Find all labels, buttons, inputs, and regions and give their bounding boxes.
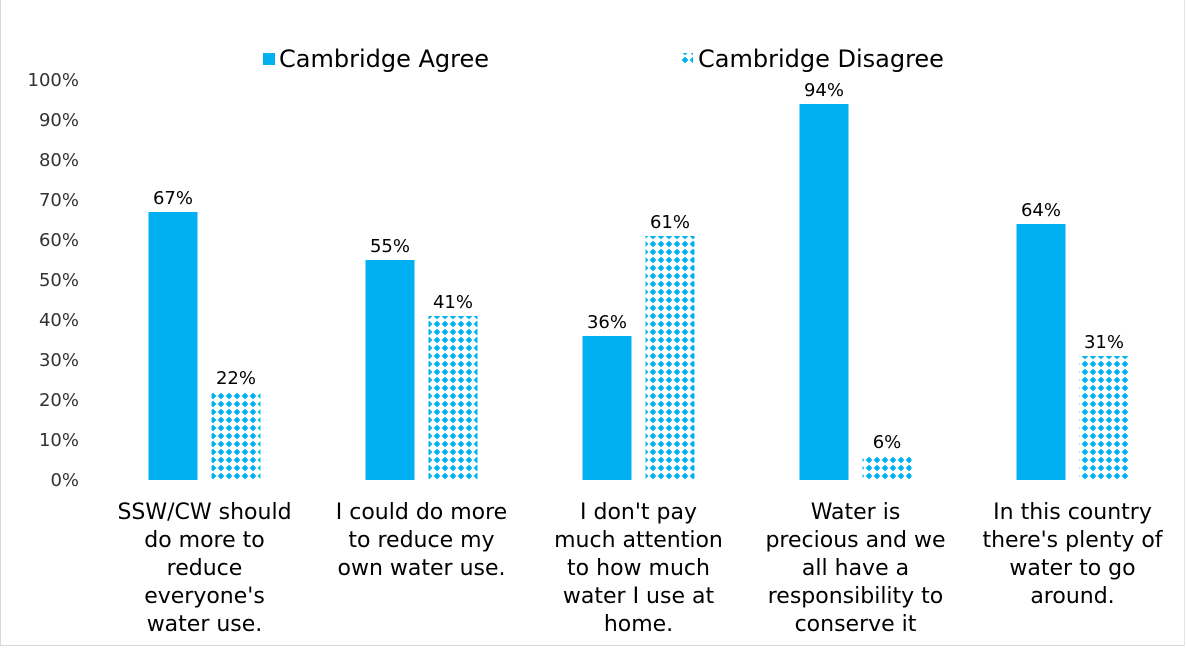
- data-label: 22%: [216, 368, 256, 389]
- x-category-label: Water is precious and we all have a respons…: [765, 500, 945, 637]
- x-category-label-line: Water is: [811, 500, 901, 525]
- x-category-label-line: to reduce my: [348, 528, 494, 553]
- bar-disagree: [645, 236, 695, 480]
- value-labels: 67% 22% 55% 41% 36% 61% 94% 6% 64% 31%: [153, 80, 1124, 453]
- data-label: 6%: [873, 432, 902, 453]
- bars: [148, 104, 1129, 480]
- data-label: 94%: [804, 80, 844, 101]
- x-category-label-line: do more to: [144, 528, 264, 553]
- legend: Cambridge Agree Cambridge Disagree: [263, 45, 944, 73]
- x-category-label-line: around.: [1030, 584, 1114, 609]
- legend-swatch-disagree: [681, 53, 693, 65]
- x-category-label-line: precious and we: [765, 528, 945, 553]
- y-tick-label: 90%: [39, 110, 79, 131]
- data-label: 41%: [433, 292, 473, 313]
- legend-label-agree: Cambridge Agree: [279, 45, 489, 73]
- y-tick-label: 30%: [39, 350, 79, 371]
- x-category-label: I don't pay much attention to how much wate…: [554, 500, 723, 637]
- y-tick-label: 10%: [39, 430, 79, 451]
- x-category-label-line: water to go: [1009, 556, 1135, 581]
- bar-agree: [148, 212, 198, 480]
- y-tick-label: 20%: [39, 390, 79, 411]
- bar-agree: [799, 104, 849, 480]
- y-tick-label: 70%: [39, 190, 79, 211]
- x-category-label-line: conserve it: [795, 612, 917, 637]
- x-category-label-line: everyone's: [144, 584, 265, 609]
- legend-label-disagree: Cambridge Disagree: [698, 45, 944, 73]
- data-label: 61%: [650, 212, 690, 233]
- data-label: 67%: [153, 188, 193, 209]
- x-category-label-line: water I use at: [563, 584, 715, 609]
- x-category-label-line: responsibility to: [768, 584, 944, 609]
- y-axis: 0% 10% 20% 30% 40% 50% 60% 70% 80% 90% 100%: [28, 70, 79, 491]
- x-category-label-line: there's plenty of: [982, 528, 1163, 553]
- x-category-label-line: to how much: [567, 556, 710, 581]
- bar-disagree: [862, 456, 912, 480]
- y-tick-label: 50%: [39, 270, 79, 291]
- x-category-label-line: SSW/CW should: [117, 500, 291, 525]
- y-tick-label: 80%: [39, 150, 79, 171]
- data-label: 55%: [370, 236, 410, 257]
- x-category-label-line: own water use.: [338, 556, 506, 581]
- y-tick-label: 0%: [50, 470, 79, 491]
- x-category-label: In this country there's plenty of water to…: [982, 500, 1163, 609]
- x-axis: SSW/CW should do more to reduce everyone's w…: [117, 500, 1163, 637]
- x-category-label: I could do more to reduce my own water use…: [336, 500, 507, 581]
- bar-disagree: [1079, 356, 1129, 480]
- y-tick-label: 100%: [28, 70, 79, 91]
- x-category-label-line: I could do more: [336, 500, 507, 525]
- y-tick-label: 60%: [39, 230, 79, 251]
- x-category-label-line: all have a: [802, 556, 909, 581]
- x-category-label: SSW/CW should do more to reduce everyone's w…: [117, 500, 291, 637]
- bar-disagree: [428, 316, 478, 480]
- data-label: 36%: [587, 312, 627, 333]
- data-label: 31%: [1084, 332, 1124, 353]
- x-category-label-line: much attention: [554, 528, 723, 553]
- x-category-label-line: I don't pay: [580, 500, 697, 525]
- bar-agree: [1016, 224, 1066, 480]
- x-category-label-line: reduce: [167, 556, 243, 581]
- x-category-label-line: In this country: [993, 500, 1152, 525]
- data-label: 64%: [1021, 200, 1061, 221]
- bar-agree: [365, 260, 415, 480]
- x-category-label-line: water use.: [147, 612, 263, 637]
- x-category-label-line: home.: [604, 612, 673, 637]
- bar-disagree: [211, 392, 261, 480]
- legend-swatch-agree: [263, 53, 275, 65]
- bar-agree: [582, 336, 632, 480]
- y-tick-label: 40%: [39, 310, 79, 331]
